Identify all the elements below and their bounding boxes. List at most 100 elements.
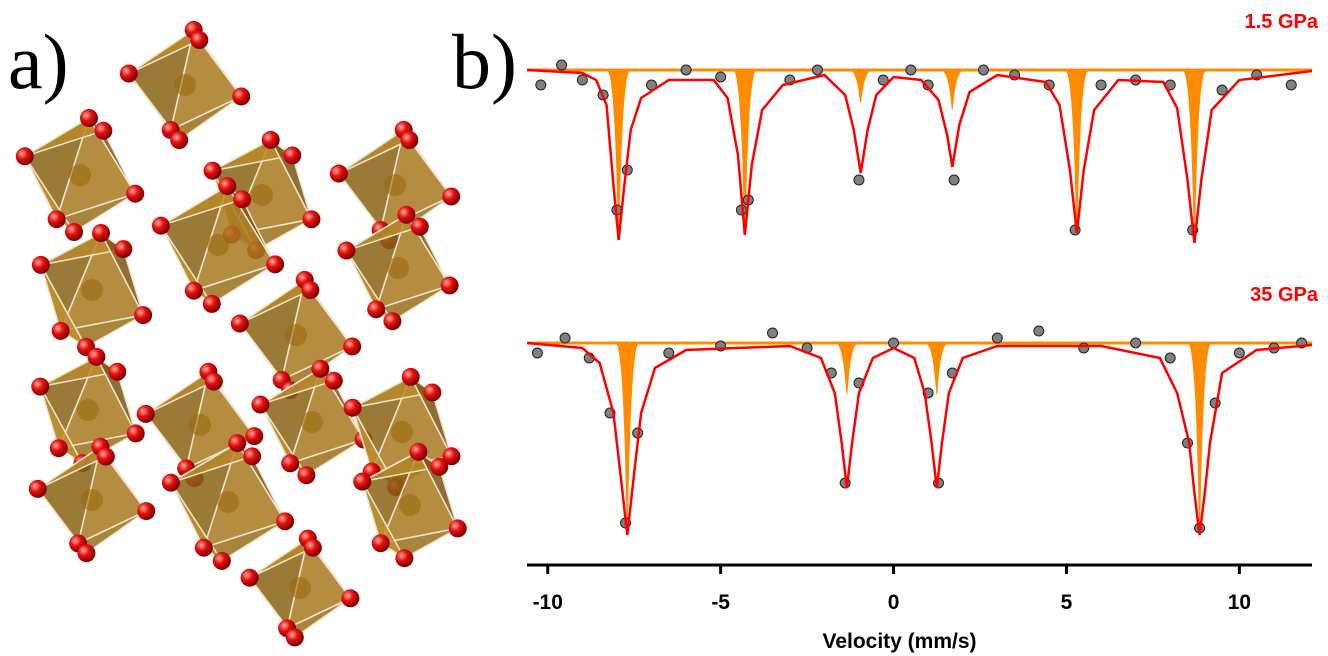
oxygen-atom — [137, 502, 155, 520]
subspectrum-line — [925, 343, 949, 395]
pressure-label: 35 GPa — [1250, 284, 1319, 306]
oxygen-atom — [302, 210, 320, 228]
oxygen-atom — [243, 447, 261, 465]
panel-label: b) — [452, 18, 517, 105]
iron-atom — [384, 174, 406, 196]
x-axis-label: Velocity (mm/s) — [822, 630, 976, 653]
iron-atom — [77, 399, 99, 421]
subspectrum-line — [1182, 70, 1206, 240]
oxygen-atom — [114, 240, 132, 258]
x-tick-label: -10 — [533, 591, 563, 614]
iron-atom — [217, 491, 239, 513]
data-point — [978, 65, 988, 75]
oxygen-atom — [228, 434, 246, 452]
data-point — [577, 75, 587, 85]
iron-atom — [81, 489, 103, 511]
data-point — [716, 72, 726, 82]
oxygen-atom — [367, 300, 385, 318]
data-point — [536, 80, 546, 90]
data-point — [1286, 80, 1296, 90]
oxygen-atom — [190, 31, 208, 49]
oxygen-atom — [283, 146, 301, 164]
figure: a) b) 1.5 GPa35 GPa-10-50510Velocity (mm… — [0, 0, 1328, 656]
x-tick-label: -5 — [711, 591, 730, 614]
x-tick-label: 10 — [1228, 591, 1251, 614]
oxygen-atom — [383, 312, 401, 330]
subspectrum-line — [1188, 343, 1212, 532]
oxygen-atom — [325, 372, 343, 390]
data-point — [560, 333, 570, 343]
oxygen-atom — [337, 242, 355, 260]
data-point — [812, 65, 822, 75]
oxygen-atom — [442, 187, 460, 205]
iron-atom — [207, 234, 229, 256]
oxygen-atom — [402, 368, 420, 386]
pressure-label: 1.5 GPa — [1245, 11, 1319, 33]
data-point — [906, 65, 916, 75]
oxygen-atom — [94, 122, 112, 140]
oxygen-atom — [231, 315, 249, 333]
x-tick-label: 0 — [888, 591, 900, 614]
oxygen-atom — [395, 549, 413, 567]
oxygen-atom — [31, 378, 49, 396]
oxygen-atom — [232, 87, 250, 105]
data-point — [1131, 338, 1141, 348]
iron-atom — [399, 494, 421, 516]
iron-atom — [174, 74, 196, 96]
oxygen-atom — [297, 466, 315, 484]
data-point — [681, 65, 691, 75]
data-point — [992, 333, 1002, 343]
oxygen-atom — [108, 363, 126, 381]
oxygen-atom — [372, 534, 390, 552]
iron-atom — [69, 164, 91, 186]
data-point — [1165, 353, 1175, 363]
oxygen-atom — [29, 480, 47, 498]
data-point — [949, 175, 959, 185]
oxygen-atom — [134, 306, 152, 324]
oxygen-atom — [162, 474, 180, 492]
oxygen-atom — [126, 185, 144, 203]
oxygen-atom — [276, 512, 294, 530]
oxygen-atom — [411, 218, 429, 236]
oxygen-atom — [48, 210, 66, 228]
iron-atom — [189, 414, 211, 436]
oxygen-atom — [127, 424, 145, 442]
oxygen-atom — [16, 147, 34, 165]
data-point — [1034, 326, 1044, 336]
oxygen-atom — [397, 206, 415, 224]
data-point — [889, 338, 899, 348]
iron-atom — [81, 279, 103, 301]
oxygen-atom — [344, 399, 362, 417]
data-point — [1079, 343, 1089, 353]
oxygen-atom — [137, 405, 155, 423]
x-tick-label: 5 — [1061, 591, 1073, 614]
data-point — [1234, 348, 1244, 358]
iron-atom — [387, 257, 409, 279]
iron-atom — [289, 577, 311, 599]
oxygen-atom — [262, 131, 280, 149]
oxygen-atom — [286, 628, 304, 646]
oxygen-atom — [203, 295, 221, 313]
oxygen-atom — [87, 348, 105, 366]
oxygen-atom — [170, 131, 188, 149]
data-point — [854, 175, 864, 185]
oxygen-atom — [449, 519, 467, 537]
data-point — [664, 348, 674, 358]
oxygen-atom — [353, 473, 371, 491]
oxygen-atom — [50, 439, 68, 457]
oxygen-atom — [423, 383, 441, 401]
oxygen-atom — [441, 276, 459, 294]
oxygen-atom — [204, 162, 222, 180]
oxygen-atom — [330, 165, 348, 183]
oxygen-atom — [400, 131, 418, 149]
iron-atom — [251, 184, 273, 206]
oxygen-atom — [205, 373, 223, 391]
oxygen-atom — [120, 65, 138, 83]
oxygen-atom — [341, 589, 359, 607]
subspectrum-line — [940, 70, 964, 110]
oxygen-atom — [65, 223, 83, 241]
oxygen-atom — [241, 569, 259, 587]
iron-atom — [285, 324, 307, 346]
oxygen-atom — [245, 427, 263, 445]
oxygen-atom — [343, 337, 361, 355]
